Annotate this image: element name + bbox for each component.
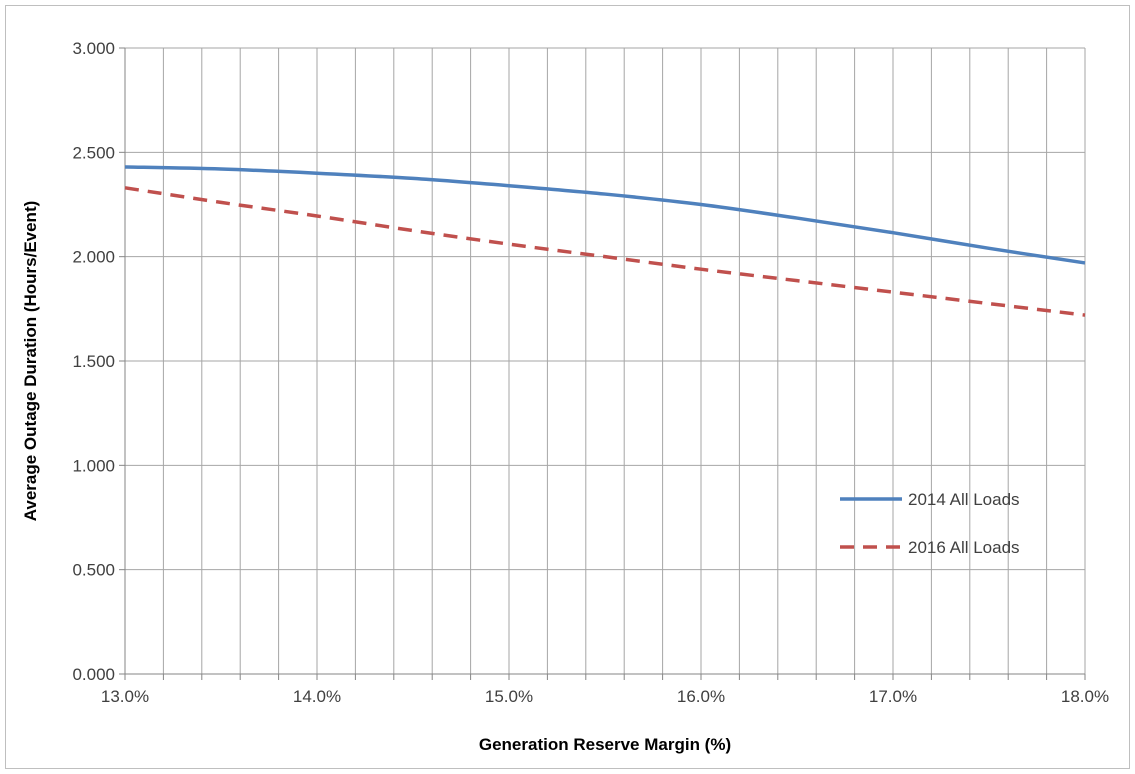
- y-tick-label: 1.000: [72, 456, 115, 475]
- y-tick-label: 2.000: [72, 248, 115, 267]
- y-tick-label: 1.500: [72, 352, 115, 371]
- y-axis-title: Average Outage Duration (Hours/Event): [21, 201, 40, 522]
- x-tick-label: 15.0%: [485, 687, 533, 706]
- series-line-2: [124, 186, 1086, 317]
- y-tick-label: 2.500: [72, 143, 115, 162]
- x-axis-title: Generation Reserve Margin (%): [479, 735, 731, 754]
- legend-label-2: 2016 All Loads: [908, 538, 1020, 557]
- axes: [119, 47, 1086, 680]
- series-line-1: [124, 165, 1086, 265]
- x-tick-label: 18.0%: [1061, 687, 1109, 706]
- x-tick-label: 14.0%: [293, 687, 341, 706]
- x-tick-label: 17.0%: [869, 687, 917, 706]
- y-tick-label: 3.000: [72, 39, 115, 58]
- x-tick-label: 13.0%: [101, 687, 149, 706]
- chart-frame: [5, 5, 1130, 769]
- tick-labels: 0.000 0.500 1.000 1.500 2.000 2.500 3.000 13.0%…: [72, 39, 1109, 706]
- grid-lines: [124, 47, 1086, 675]
- y-tick-label: 0.000: [72, 665, 115, 684]
- y-tick-label: 0.500: [72, 561, 115, 580]
- series-lines: [124, 165, 1086, 317]
- x-tick-label: 16.0%: [677, 687, 725, 706]
- legend-label-1: 2014 All Loads: [908, 490, 1020, 509]
- legend: 2014 All Loads 2016 All Loads: [840, 490, 1020, 557]
